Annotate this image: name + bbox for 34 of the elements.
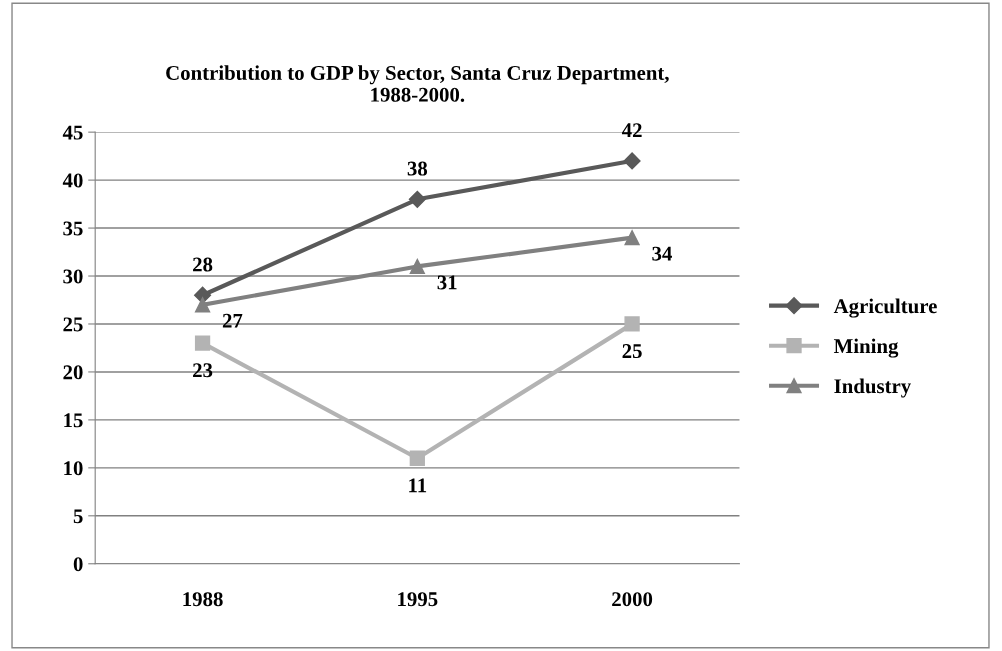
legend-label: Mining — [833, 338, 899, 358]
data-label: 31 — [437, 275, 457, 290]
data-label: 34 — [652, 246, 672, 261]
data-label: 25 — [622, 344, 642, 359]
y-tick-label: 10 — [64, 461, 83, 476]
x-tick-label: 2000 — [612, 592, 653, 607]
point — [194, 335, 211, 351]
point — [409, 258, 425, 275]
y-tick-label: 25 — [63, 317, 83, 332]
y-tick-label: 45 — [62, 125, 83, 140]
point — [624, 230, 640, 246]
x-tick-label: 1988 — [183, 592, 223, 607]
point — [409, 450, 425, 466]
point — [624, 316, 640, 332]
y-tick-label: 40 — [62, 173, 83, 188]
data-label: 42 — [621, 123, 642, 138]
y-tick-label: 15 — [64, 413, 83, 428]
legend-label: Agriculture — [833, 298, 937, 318]
data-label: 11 — [409, 478, 427, 493]
data-label: 23 — [193, 363, 213, 378]
legend-label: Industry — [834, 378, 911, 398]
point — [408, 190, 426, 208]
chart-title: Contribution to GDP by Sector, Santa Cruz Department, 1988-2000. — [166, 65, 669, 102]
y-tick-label: 0 — [73, 557, 83, 572]
data-label: 28 — [193, 257, 213, 272]
y-tick-label: 5 — [73, 509, 83, 524]
y-tick-label: 30 — [63, 269, 83, 284]
x-tick-label: 1995 — [398, 592, 438, 607]
data-label: 27 — [222, 313, 243, 328]
point — [194, 297, 211, 313]
point — [623, 152, 641, 170]
y-tick-label: 20 — [63, 365, 83, 380]
data-label: 38 — [407, 161, 428, 176]
y-tick-label: 35 — [63, 221, 83, 236]
